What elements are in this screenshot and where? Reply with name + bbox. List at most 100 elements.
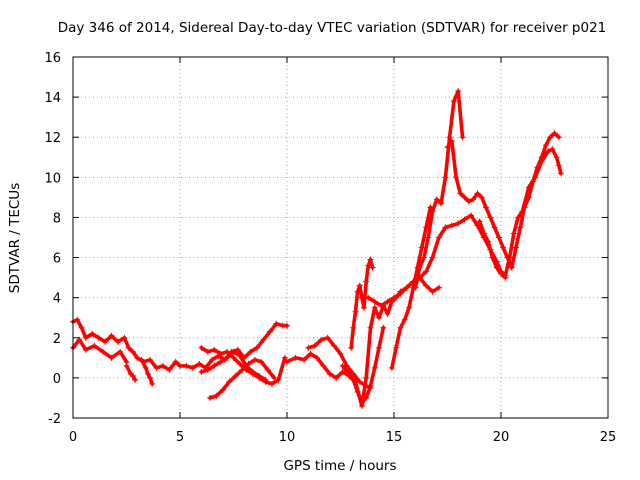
- data-point: [230, 354, 237, 361]
- data-point: [264, 366, 271, 373]
- data-point: [206, 394, 213, 401]
- data-point: [416, 264, 423, 271]
- data-point: [403, 284, 410, 291]
- data-point: [433, 196, 440, 203]
- y-tick-label: 4: [53, 292, 61, 307]
- data-point: [153, 364, 160, 371]
- data-point: [363, 374, 370, 381]
- data-point: [376, 314, 383, 321]
- data-point: [423, 268, 430, 275]
- data-point: [224, 354, 231, 361]
- data-point: [247, 348, 254, 355]
- x-axis-label: GPS time / hours: [283, 458, 396, 474]
- data-point: [367, 382, 374, 389]
- data-point: [318, 336, 325, 343]
- data-point: [371, 304, 378, 311]
- data-point: [465, 198, 472, 205]
- data-point: [356, 378, 363, 385]
- data-point: [320, 362, 327, 369]
- data-point: [549, 146, 556, 153]
- data-point: [553, 154, 560, 161]
- data-point: [258, 358, 265, 365]
- data-point: [517, 224, 524, 231]
- x-tick-label: 25: [600, 430, 617, 445]
- data-point: [114, 338, 121, 345]
- data-point: [284, 322, 290, 329]
- data-point: [204, 366, 211, 373]
- data-point: [350, 376, 357, 383]
- data-point: [542, 142, 549, 149]
- data-point: [219, 386, 226, 393]
- data-point: [483, 204, 490, 211]
- data-point: [453, 174, 460, 181]
- data-point: [461, 216, 468, 223]
- data-point: [530, 178, 537, 185]
- data-point: [397, 324, 404, 331]
- data-point: [363, 394, 370, 401]
- data-point: [371, 364, 378, 371]
- data-point: [557, 170, 564, 177]
- data-point: [425, 234, 432, 241]
- data-point: [361, 304, 368, 311]
- data-point: [307, 350, 314, 357]
- data-point: [508, 264, 515, 271]
- chart-title: Day 346 of 2014, Sidereal Day-to-day VTE…: [58, 20, 607, 36]
- data-point: [99, 348, 106, 355]
- data-point: [365, 262, 372, 269]
- data-point: [209, 356, 216, 363]
- data-point: [510, 230, 517, 237]
- data-point: [525, 194, 532, 201]
- data-point: [129, 348, 136, 355]
- y-tick-label: 0: [53, 372, 61, 387]
- series-trace-n: [413, 89, 465, 290]
- data-point: [378, 302, 385, 309]
- data-point: [204, 348, 211, 355]
- x-tick-label: 5: [176, 430, 184, 445]
- data-point: [89, 330, 96, 337]
- data-point: [354, 388, 361, 395]
- data-point: [534, 164, 541, 171]
- series-trace-m: [390, 205, 433, 370]
- data-point: [183, 362, 190, 369]
- data-point: [123, 362, 130, 369]
- data-point: [232, 372, 239, 379]
- data-point: [429, 208, 436, 215]
- data-point: [273, 320, 280, 327]
- data-point: [213, 392, 220, 399]
- data-point: [500, 244, 507, 251]
- data-point: [121, 334, 128, 341]
- data-point: [474, 190, 481, 197]
- data-point: [354, 288, 361, 295]
- data-point: [224, 348, 231, 355]
- data-point: [545, 148, 552, 155]
- data-point: [149, 380, 156, 387]
- data-point: [369, 264, 376, 271]
- data-point: [211, 346, 218, 353]
- data-point: [356, 282, 363, 289]
- data-point: [384, 310, 391, 317]
- data-point: [521, 204, 528, 211]
- data-point: [230, 348, 237, 355]
- data-point: [346, 370, 353, 377]
- data-point: [405, 304, 412, 311]
- data-point: [457, 190, 464, 197]
- series-trace-b: [71, 337, 129, 364]
- data-point: [243, 362, 250, 369]
- data-point: [108, 354, 115, 361]
- data-point: [384, 298, 391, 305]
- data-point: [337, 350, 344, 357]
- data-point: [423, 282, 430, 289]
- data-point: [515, 214, 522, 221]
- data-point: [367, 324, 374, 331]
- data-point: [498, 270, 504, 277]
- data-point: [269, 380, 276, 387]
- data-point: [189, 364, 196, 371]
- data-point: [551, 130, 558, 137]
- data-point: [502, 274, 509, 281]
- data-point: [147, 356, 154, 363]
- data-point: [198, 344, 205, 351]
- series-trace-h: [285, 147, 563, 408]
- data-point: [450, 98, 457, 105]
- data-point: [217, 350, 224, 357]
